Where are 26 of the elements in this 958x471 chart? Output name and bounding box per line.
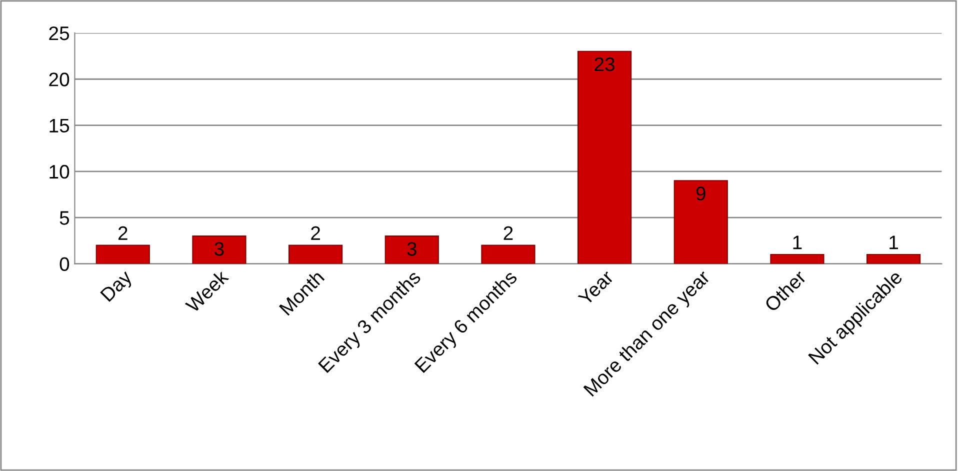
data-label: 1 (793, 236, 802, 250)
data-label: 23 (594, 57, 615, 72)
y-tick-label: 25 (49, 26, 70, 40)
bar (674, 180, 728, 264)
data-label: 2 (118, 226, 128, 240)
y-tick-label: 15 (50, 118, 70, 133)
data-label: 3 (214, 242, 224, 256)
x-tick-label: Year (578, 269, 614, 306)
y-tick-label: 20 (49, 72, 70, 86)
y-tick-label: 5 (60, 211, 70, 225)
bar (770, 254, 824, 264)
bar (866, 254, 921, 264)
data-label: 9 (696, 186, 706, 200)
data-label: 3 (407, 242, 416, 256)
bar (481, 244, 536, 264)
data-label: 2 (311, 226, 320, 240)
y-tick-label: 0 (60, 257, 70, 271)
bar (192, 236, 246, 264)
bar (96, 244, 150, 264)
bar (288, 244, 343, 264)
data-label: 2 (504, 226, 513, 240)
data-label: 1 (890, 236, 898, 250)
bar (384, 236, 439, 264)
x-tick-label: Day (100, 269, 136, 305)
bar (578, 50, 632, 264)
y-tick-label: 10 (50, 164, 70, 179)
